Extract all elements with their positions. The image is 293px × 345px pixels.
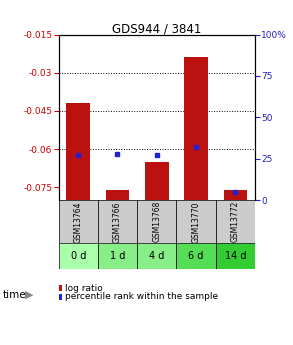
Bar (216, 244, 255, 269)
Text: 0 d: 0 d (71, 251, 86, 261)
Text: time: time (3, 290, 27, 300)
Bar (59, 200, 98, 244)
Bar (145, 162, 168, 200)
Bar (224, 190, 247, 200)
Text: GDS944 / 3841: GDS944 / 3841 (112, 22, 202, 36)
Text: 6 d: 6 d (188, 251, 204, 261)
Bar (176, 200, 216, 244)
Bar (98, 244, 137, 269)
Text: GSM13768: GSM13768 (152, 201, 161, 243)
Bar (137, 244, 176, 269)
Text: ▶: ▶ (25, 290, 34, 300)
Text: 4 d: 4 d (149, 251, 164, 261)
Bar (98, 200, 137, 244)
Text: GSM13764: GSM13764 (74, 201, 83, 243)
Bar (176, 244, 216, 269)
Bar (137, 200, 176, 244)
Bar (184, 57, 208, 200)
Bar (59, 244, 98, 269)
Text: GSM13766: GSM13766 (113, 201, 122, 243)
Text: percentile rank within the sample: percentile rank within the sample (65, 292, 218, 301)
Bar (67, 103, 90, 200)
Text: log ratio: log ratio (65, 284, 103, 293)
Text: 14 d: 14 d (224, 251, 246, 261)
Bar (106, 190, 129, 200)
Text: GSM13772: GSM13772 (231, 201, 240, 243)
Text: GSM13770: GSM13770 (192, 201, 200, 243)
Text: 1 d: 1 d (110, 251, 125, 261)
Bar (216, 200, 255, 244)
